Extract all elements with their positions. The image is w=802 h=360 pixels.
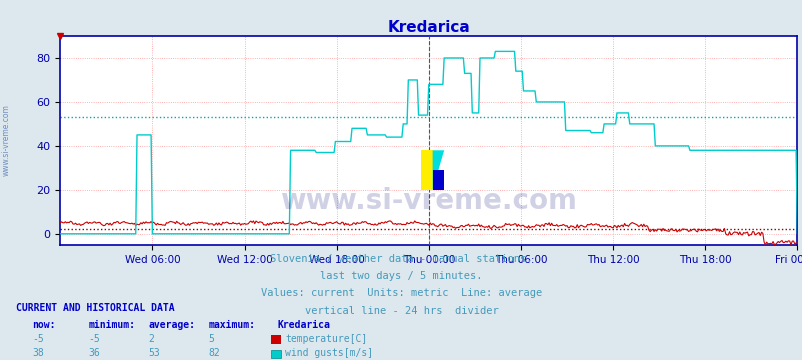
Text: 2: 2 [148,334,154,344]
Text: CURRENT AND HISTORICAL DATA: CURRENT AND HISTORICAL DATA [16,303,175,314]
Text: last two days / 5 minutes.: last two days / 5 minutes. [320,271,482,281]
Text: 5: 5 [209,334,214,344]
Text: 53: 53 [148,348,160,359]
Text: 38: 38 [32,348,44,359]
Text: wind gusts[m/s]: wind gusts[m/s] [285,348,373,359]
Text: temperature[C]: temperature[C] [285,334,367,344]
Text: -5: -5 [88,334,100,344]
Bar [420,150,432,190]
Bar [432,170,444,190]
Text: www.si-vreme.com: www.si-vreme.com [2,104,11,176]
Text: 82: 82 [209,348,221,359]
Text: Kredarica: Kredarica [277,320,330,330]
Text: Values: current  Units: metric  Line: average: Values: current Units: metric Line: aver… [261,288,541,298]
Text: 36: 36 [88,348,100,359]
Text: now:: now: [32,320,55,330]
Text: average:: average: [148,320,196,330]
Text: -5: -5 [32,334,44,344]
Title: Kredarica: Kredarica [387,20,470,35]
Text: maximum:: maximum: [209,320,256,330]
Polygon shape [432,150,444,190]
Text: Slovenia / weather data - manual stations.: Slovenia / weather data - manual station… [270,254,532,264]
Text: www.si-vreme.com: www.si-vreme.com [280,187,577,215]
Text: vertical line - 24 hrs  divider: vertical line - 24 hrs divider [304,306,498,316]
Text: minimum:: minimum: [88,320,136,330]
